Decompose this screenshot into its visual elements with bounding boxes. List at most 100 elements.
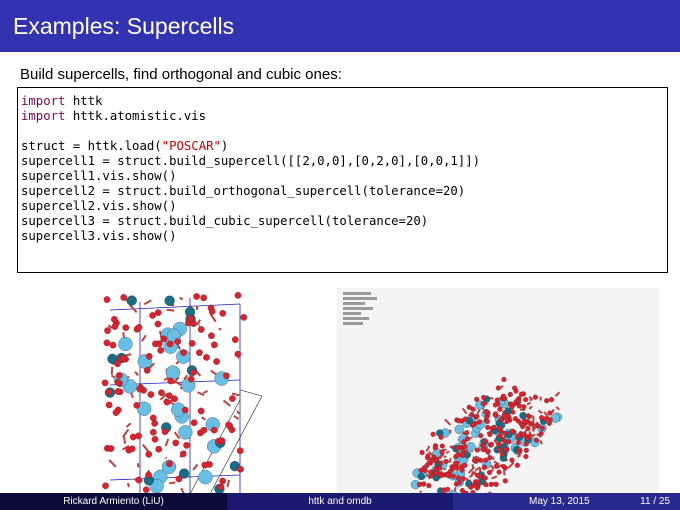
atom (110, 316, 118, 323)
atom (432, 445, 438, 451)
atom (103, 339, 111, 347)
atom (470, 422, 476, 428)
atom (502, 478, 508, 484)
atom (460, 448, 466, 455)
atom (483, 481, 489, 488)
bond (168, 481, 176, 485)
atom (445, 486, 451, 493)
bond (183, 374, 189, 381)
bond (201, 416, 206, 421)
atom (527, 433, 533, 439)
atom (223, 372, 230, 380)
atom (488, 441, 494, 447)
bond (209, 313, 217, 323)
atom (515, 433, 521, 439)
atom (151, 419, 159, 427)
atom (460, 453, 466, 459)
atom (485, 424, 491, 430)
bond (128, 304, 138, 313)
bond (122, 428, 130, 438)
atom (507, 391, 513, 397)
bond (536, 433, 542, 438)
atom (426, 483, 432, 489)
bond (468, 472, 476, 479)
atom (145, 353, 153, 360)
atom (487, 431, 493, 438)
atom (512, 385, 518, 391)
atom (105, 388, 113, 396)
code-line-1: import httk (21, 94, 667, 109)
atom (178, 468, 190, 479)
code-line-5: supercell1 = struct.build_supercell([[2,… (21, 154, 481, 168)
code-text: struct = httk.load( (21, 139, 162, 153)
atom (240, 314, 248, 321)
atom (496, 441, 502, 447)
slide-title: Examples: Supercells (0, 0, 680, 52)
keyword-import: import (21, 94, 66, 108)
atom (193, 293, 200, 300)
atom (183, 441, 190, 449)
bond (517, 454, 522, 458)
code-block: import httk import httk.atomistic.vis st… (17, 87, 668, 273)
bond (222, 399, 231, 407)
atom (155, 445, 163, 453)
bond (467, 466, 475, 474)
atom (200, 294, 207, 302)
atom (145, 471, 152, 479)
atom (468, 484, 474, 490)
bond (197, 391, 205, 397)
bond (470, 436, 473, 440)
bond (143, 299, 152, 306)
crystal-structure-image (101, 292, 263, 495)
atom (172, 439, 180, 447)
atom (523, 397, 529, 403)
crystal-structure-image (410, 376, 562, 510)
atom (488, 481, 494, 487)
bond (543, 411, 550, 419)
atom (532, 394, 538, 400)
atom (510, 409, 516, 415)
atom (219, 477, 226, 485)
atom (495, 385, 501, 391)
atom (459, 488, 466, 494)
atom (434, 469, 440, 476)
atom (501, 437, 507, 444)
bond (529, 398, 533, 402)
atom (118, 336, 133, 352)
atom (514, 462, 520, 468)
footer-author: Rickard Armiento (LiU) (0, 493, 227, 510)
atom (152, 340, 159, 348)
atom (166, 392, 173, 400)
atom (516, 403, 522, 409)
atom (167, 377, 175, 385)
slide-subtitle: Build supercells, find orthogonal and cu… (20, 66, 342, 83)
atom (200, 426, 208, 434)
code-line-2: import httk.atomistic.vis (21, 109, 667, 124)
atom (111, 323, 119, 330)
atom (496, 447, 503, 453)
bond (192, 463, 199, 471)
bond (529, 414, 533, 419)
atom (520, 432, 526, 438)
atom (454, 424, 464, 435)
atom (158, 389, 165, 397)
atom (166, 460, 173, 468)
atom (492, 402, 498, 408)
bond (174, 380, 182, 386)
atom (474, 485, 480, 491)
atom (160, 335, 168, 343)
atom (474, 413, 480, 419)
atom (197, 407, 205, 415)
atom (198, 470, 213, 485)
atom (119, 355, 127, 362)
atom (482, 475, 488, 481)
atom (512, 416, 519, 422)
atom (211, 341, 218, 349)
atom (538, 431, 544, 437)
viewer-legend (343, 292, 379, 327)
atom (434, 457, 440, 463)
bond (134, 371, 139, 377)
atom (544, 398, 550, 404)
atom (461, 439, 467, 445)
bond (125, 422, 132, 428)
